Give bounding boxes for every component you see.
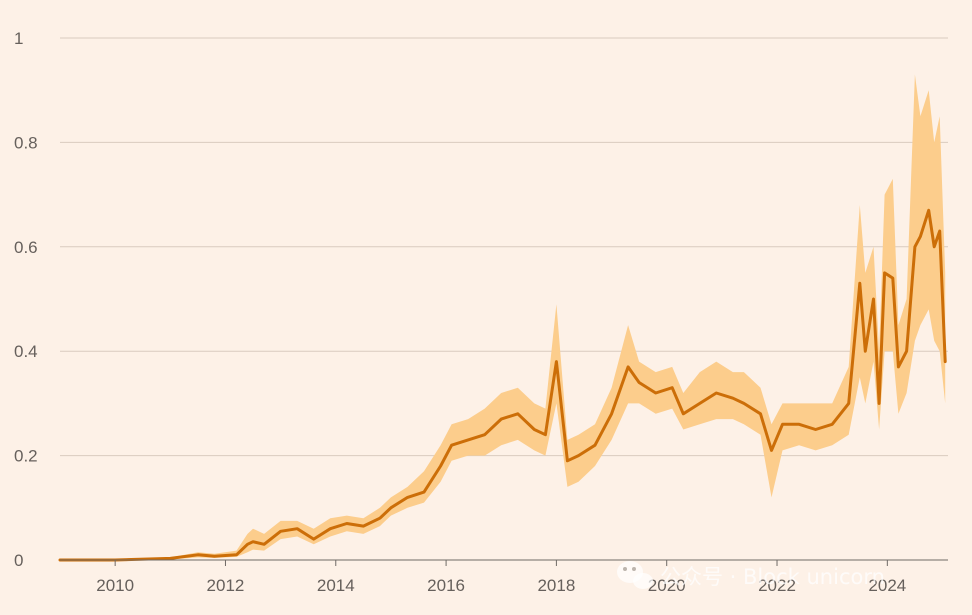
series-line [58,208,947,562]
y-tick-label: 0.8 [14,133,38,152]
series-line-layer [58,208,947,562]
y-tick-label: 1 [14,29,23,48]
x-tick-label: 2024 [868,576,906,595]
range-band [60,74,946,560]
y-tick-label: 0 [14,551,23,570]
x-axis: 2010 2012 2014 2016 2018 2020 2022 2024 [60,559,948,595]
range-band-layer [60,74,946,560]
y-tick-label: 0.6 [14,238,38,257]
watermark-text: 公众号 · Block unicorn [660,565,885,589]
x-tick-label: 2012 [207,576,245,595]
y-axis: 0 0.2 0.4 0.6 0.8 1 [14,29,38,570]
gridlines [60,37,948,457]
x-tick-label: 2018 [537,576,575,595]
x-tick-label: 2010 [96,576,134,595]
x-tick-label: 2016 [427,576,465,595]
y-tick-label: 0.2 [14,447,38,466]
y-tick-label: 0.4 [14,342,38,361]
wechat-icon [617,561,653,589]
x-tick-label: 2014 [317,576,355,595]
x-tick-label: 2022 [758,576,796,595]
x-tick-label: 2020 [648,576,686,595]
watermark: 公众号 · Block unicorn [617,561,885,589]
